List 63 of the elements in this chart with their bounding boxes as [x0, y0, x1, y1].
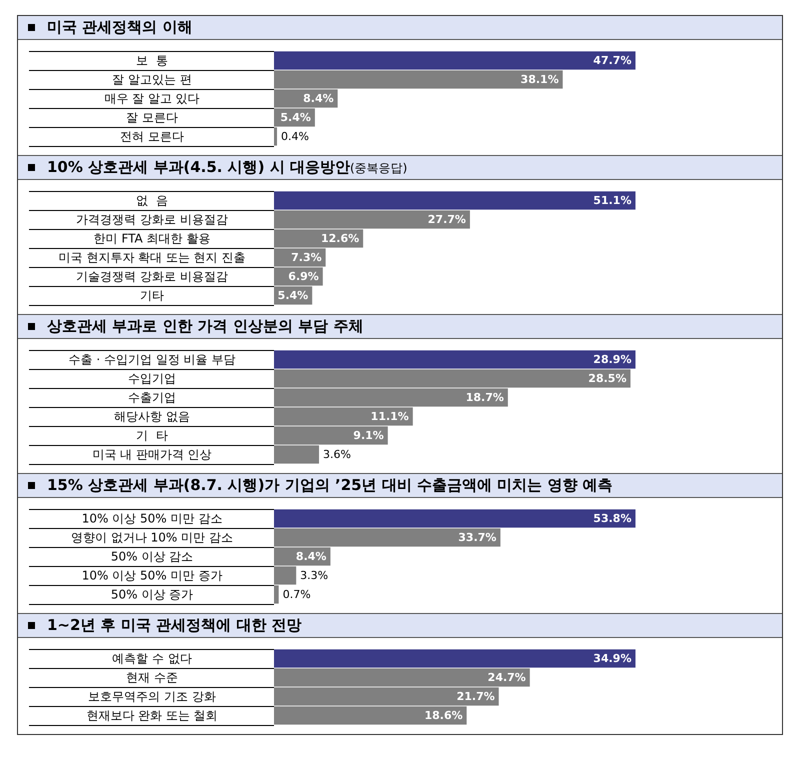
data-label: 9.1%: [353, 429, 384, 442]
chart-title: 상호관세 부과로 인한 가격 인상분의 부담 주체: [47, 317, 364, 335]
data-label: 34.9%: [593, 652, 632, 665]
data-label: 3.3%: [300, 569, 328, 582]
chart-subtitle: (중복응답): [350, 161, 408, 175]
data-label: 8.4%: [296, 550, 326, 563]
bar: [274, 649, 636, 668]
y-tick-label: 영향이 없거나 10% 미만 감소: [71, 530, 233, 544]
data-label: 28.9%: [593, 353, 632, 366]
y-tick-label: 수입기업: [128, 372, 176, 386]
data-label: 0.7%: [282, 588, 311, 601]
chart-title: 10% 상호관세 부과(4.5. 시행) 시 대응방안: [47, 158, 350, 176]
y-tick-label: 10% 이상 50% 미만 증가: [82, 568, 222, 582]
y-tick-label: 매우 잘 알고 있다: [104, 92, 200, 106]
y-tick-label: 미국 내 판매가격 인상: [92, 448, 212, 462]
data-label: 33.7%: [458, 531, 496, 544]
y-tick-label: 50% 이상 증가: [110, 588, 194, 602]
chart-title: 1~2년 후 미국 관세정책에 대한 전망: [47, 616, 302, 634]
y-tick-label: 미국 현지투자 확대 또는 현지 진출: [58, 250, 246, 264]
y-tick-label: 현재 수준: [126, 670, 178, 684]
y-tick-label: 예측할 수 없다: [112, 652, 192, 666]
data-label: 28.5%: [588, 372, 626, 385]
data-label: 5.4%: [280, 111, 311, 124]
bar: [274, 191, 636, 210]
data-label: 27.7%: [428, 213, 466, 226]
data-label: 18.6%: [424, 709, 463, 722]
data-label: 51.1%: [593, 194, 632, 207]
y-tick-label: 수출 · 수입기업 일정 비율 부담: [68, 352, 236, 366]
data-label: 7.3%: [291, 251, 322, 264]
chart-title: 15% 상호관세 부과(8.7. 시행)가 기업의 ’25년 대비 수출금액에 미치는 영향 예측: [47, 476, 613, 494]
data-label: 12.6%: [320, 232, 360, 245]
y-tick-label: 기 타: [136, 428, 168, 442]
y-tick-label: 현재보다 완화 또는 철회: [86, 708, 218, 722]
data-label: 8.4%: [303, 92, 334, 105]
data-label: 53.8%: [593, 512, 632, 525]
bar: [274, 509, 636, 528]
y-tick-label: 10% 이상 50% 미만 감소: [82, 512, 222, 526]
data-label: 47.7%: [593, 54, 632, 67]
y-tick-label: 보 통: [136, 54, 168, 68]
data-label: 5.4%: [278, 289, 308, 302]
text: 미국 관세정책의 이해: [47, 18, 192, 36]
data-label: 21.7%: [456, 690, 495, 703]
y-tick-label: 해당사항 없음: [114, 410, 190, 424]
y-tick-label: 기술경쟁력 강화로 비용절감: [76, 270, 228, 284]
data-label: 18.7%: [466, 391, 504, 404]
data-label: 11.1%: [370, 410, 409, 423]
y-tick-label: 보호무역주의 기조 강화: [88, 690, 216, 704]
bar: [274, 350, 636, 369]
bar: [274, 51, 636, 70]
y-tick-label: 기타: [140, 288, 164, 302]
y-tick-label: 없 음: [136, 194, 168, 208]
data-label: 3.6%: [323, 448, 351, 461]
data-label: 38.1%: [520, 73, 559, 86]
data-label: 24.7%: [488, 671, 526, 684]
y-tick-label: 전혀 모른다: [120, 130, 184, 144]
y-tick-label: 가격경쟁력 강화로 비용절감: [76, 212, 228, 226]
y-tick-label: 잘 모른다: [126, 110, 178, 124]
y-tick-label: 한미 FTA 최대한 활용: [94, 232, 210, 246]
data-label: 6.9%: [288, 270, 319, 283]
data-label: 0.4%: [281, 130, 309, 143]
y-tick-label: 잘 알고있는 편: [112, 72, 192, 86]
y-tick-label: 50% 이상 감소: [110, 550, 194, 564]
y-tick-label: 수출기업: [128, 390, 176, 404]
